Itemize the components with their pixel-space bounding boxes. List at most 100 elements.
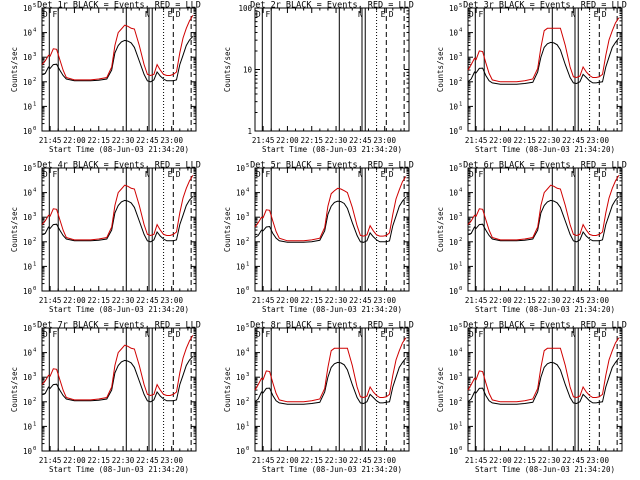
x-tick-label: 22:30 [538, 456, 561, 465]
event-label: D [256, 330, 261, 339]
y-tick-label: 10 [449, 213, 459, 222]
y-tick-label-exponent: 1 [246, 421, 249, 427]
x-tick-label: 22:45 [349, 296, 372, 305]
x-tick-label: 22:45 [136, 136, 159, 145]
y-axis-label: Counts/sec [436, 367, 445, 412]
plot-frame [41, 167, 197, 292]
y-tick-label: 10 [449, 262, 459, 271]
y-tick-label: 10 [449, 373, 459, 382]
y-tick-label-exponent: 2 [246, 237, 249, 243]
event-label: E [168, 10, 173, 19]
y-tick-label-exponent: 4 [246, 348, 250, 354]
x-tick-label: 22:15 [300, 456, 323, 465]
x-tick-label: 22:15 [513, 456, 536, 465]
y-tick-label: 10 [236, 349, 246, 358]
y-tick-label: 10 [449, 78, 459, 87]
lld-series-line [254, 337, 407, 403]
plot-frame [41, 7, 197, 132]
x-tick-label: 22:15 [300, 296, 323, 305]
y-tick-label: 10 [236, 398, 246, 407]
x-axis-label: Start Time (08-Jun-03 21:34:20) [262, 465, 402, 474]
panel-title: Det 8r BLACK = Events, RED = LLD [250, 321, 414, 331]
y-tick-label-exponent: 3 [33, 52, 36, 58]
y-tick-label: 10 [23, 29, 33, 38]
y-tick-label: 10 [23, 127, 33, 136]
x-tick-label: 23:00 [160, 456, 183, 465]
x-tick-label: 23:00 [586, 296, 609, 305]
y-tick-label-exponent: 2 [33, 237, 36, 243]
y-tick-label: 10 [236, 373, 246, 382]
x-axis-label: Start Time (08-Jun-03 21:34:20) [49, 465, 189, 474]
y-tick-label-exponent: 5 [459, 163, 462, 169]
y-axis-label: Counts/sec [10, 207, 19, 252]
x-tick-label: 22:15 [513, 136, 536, 145]
y-tick-label: 10 [23, 189, 33, 198]
event-label: F [53, 170, 58, 179]
y-tick-label-exponent: 0 [33, 446, 36, 452]
events-series-line [41, 196, 194, 243]
y-tick-label-exponent: 0 [246, 286, 249, 292]
x-tick-label: 23:00 [160, 296, 183, 305]
y-tick-label: 10 [23, 324, 33, 333]
y-tick-label: 10 [23, 349, 33, 358]
x-tick-label: 22:45 [136, 456, 159, 465]
lld-series-line [41, 15, 194, 81]
lld-series-line [467, 175, 620, 241]
y-tick-label-exponent: 4 [459, 188, 463, 194]
y-tick-label-exponent: 3 [33, 212, 36, 218]
x-tick-label: 22:30 [325, 136, 348, 145]
y-tick-label: 10 [243, 66, 253, 75]
y-tick-label-exponent: 1 [459, 421, 462, 427]
event-label: D [602, 330, 607, 339]
plot-frame [41, 327, 197, 452]
x-tick-label: 23:00 [373, 136, 396, 145]
y-tick-label: 10 [23, 213, 33, 222]
x-tick-label: 22:45 [562, 456, 585, 465]
x-tick-label: 22:30 [538, 136, 561, 145]
y-tick-label-exponent: 5 [33, 323, 36, 329]
event-label: N [145, 10, 150, 19]
x-tick-label: 22:00 [63, 456, 86, 465]
y-tick-label-exponent: 3 [459, 212, 462, 218]
x-tick-label: 22:45 [562, 136, 585, 145]
x-tick-label: 21:45 [252, 456, 275, 465]
y-axis-label: Counts/sec [223, 207, 232, 252]
y-tick-label: 10 [23, 262, 33, 271]
y-tick-label-exponent: 0 [33, 286, 36, 292]
event-label: E [594, 10, 599, 19]
y-tick-label-exponent: 1 [459, 261, 462, 267]
x-tick-label: 23:00 [373, 456, 396, 465]
panel-title: Det 2r BLACK = Events, RED = LLD [250, 1, 414, 11]
y-tick-label-exponent: 5 [246, 323, 249, 329]
y-tick-label-exponent: 1 [33, 101, 36, 107]
x-tick-label: 21:45 [39, 136, 62, 145]
y-axis-label: Counts/sec [223, 367, 232, 412]
x-tick-label: 21:45 [39, 296, 62, 305]
event-label: E [381, 10, 386, 19]
x-tick-label: 22:15 [513, 296, 536, 305]
event-label: D [176, 170, 181, 179]
y-tick-label-exponent: 2 [33, 397, 36, 403]
event-label: D [43, 330, 48, 339]
event-label: F [479, 10, 484, 19]
x-tick-label: 22:30 [325, 456, 348, 465]
event-label: F [266, 170, 271, 179]
y-tick-label: 10 [449, 349, 459, 358]
event-label: D [256, 10, 261, 19]
x-tick-label: 21:45 [39, 456, 62, 465]
x-tick-label: 22:15 [87, 136, 110, 145]
y-tick-label: 10 [23, 164, 33, 173]
x-tick-label: 22:15 [300, 136, 323, 145]
y-tick-label: 10 [236, 262, 246, 271]
x-tick-label: 22:30 [112, 296, 135, 305]
y-tick-label: 10 [449, 102, 459, 111]
event-label: N [358, 170, 363, 179]
event-label: D [469, 10, 474, 19]
y-tick-label-exponent: 0 [459, 286, 462, 292]
y-tick-label-exponent: 4 [33, 188, 37, 194]
y-tick-label-exponent: 2 [459, 397, 462, 403]
y-tick-label-exponent: 0 [33, 126, 36, 132]
